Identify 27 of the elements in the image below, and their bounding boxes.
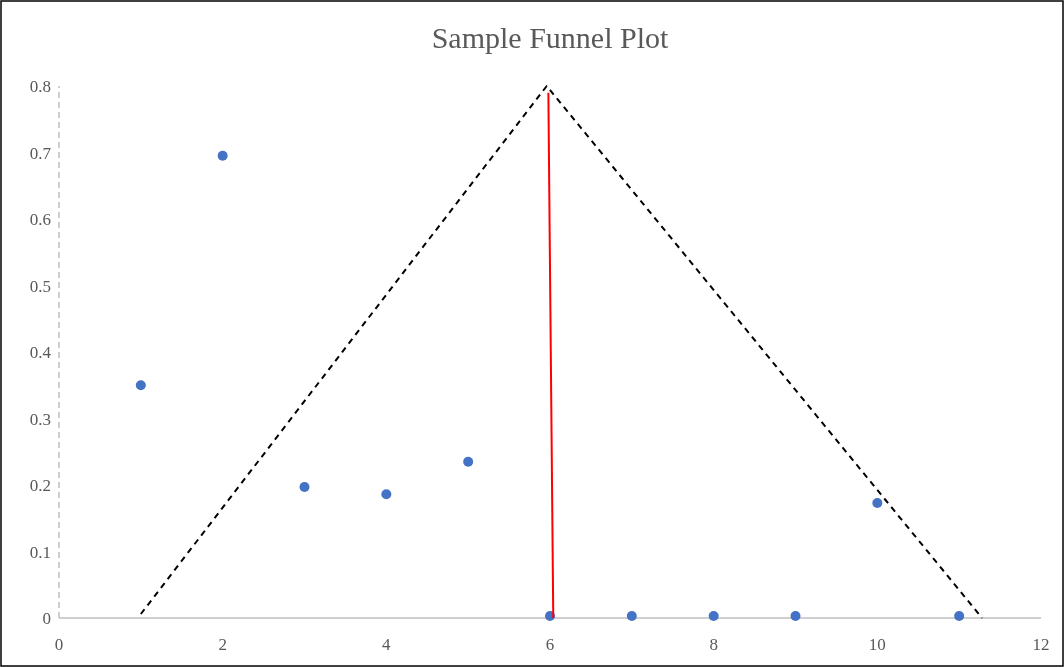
y-tick-label: 0.1 <box>29 542 51 562</box>
point <box>708 611 719 622</box>
chart-title: Sample Funnel Plot <box>431 21 669 54</box>
y-tick-label: 0.2 <box>29 476 51 495</box>
point <box>135 380 146 391</box>
y-tick-label: 0.8 <box>29 77 51 96</box>
x-tick-label: 6 <box>545 635 555 654</box>
point <box>381 489 392 500</box>
x-tick-label: 2 <box>218 635 227 654</box>
point <box>790 611 801 622</box>
point <box>626 611 637 622</box>
x-tick-label: 12 <box>1032 635 1050 654</box>
x-tick-label: 4 <box>382 635 392 654</box>
point <box>217 150 228 161</box>
y-tick-label: 0.5 <box>29 276 51 296</box>
y-tick-label: 0.4 <box>29 343 52 362</box>
x-tick-label: 8 <box>709 635 718 654</box>
y-tick-label: 0.3 <box>29 409 51 429</box>
x-tick-label: 10 <box>868 635 886 654</box>
point <box>463 456 474 467</box>
point <box>872 497 883 508</box>
point <box>954 611 965 622</box>
y-tick-label: 0 <box>42 609 51 628</box>
y-tick-label: 0.6 <box>29 210 51 229</box>
point <box>299 482 310 492</box>
x-tick-label: 0 <box>54 635 64 654</box>
y-tick-label: 0.7 <box>29 143 52 163</box>
